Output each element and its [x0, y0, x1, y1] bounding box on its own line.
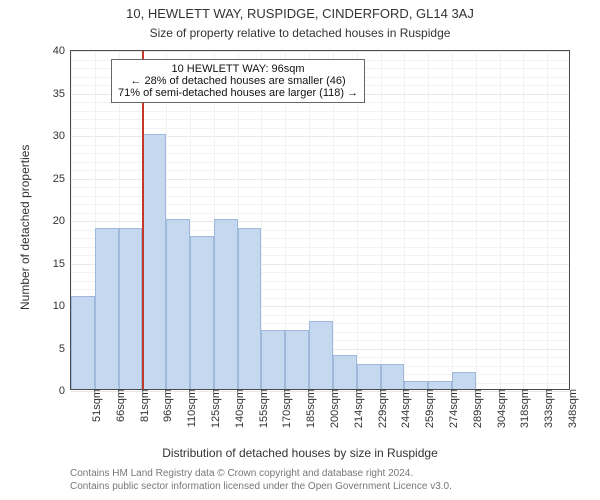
x-tick-label: 333sqm	[539, 389, 555, 428]
y-tick-label: 25	[53, 173, 71, 185]
bar	[285, 330, 309, 390]
chart-container: 10, HEWLETT WAY, RUSPIDGE, CINDERFORD, G…	[0, 0, 600, 500]
info-line-3: 71% of semi-detached houses are larger (…	[118, 87, 358, 99]
bar	[95, 228, 119, 390]
bar	[142, 134, 166, 389]
gridline-minor-v	[476, 51, 477, 389]
gridline-major-h	[71, 51, 569, 52]
bar	[238, 228, 262, 390]
x-tick-label: 318sqm	[515, 389, 531, 428]
x-tick-label: 244sqm	[396, 389, 412, 428]
x-tick-label: 348sqm	[563, 389, 579, 428]
bar	[190, 236, 214, 389]
footer-line-2: Contains public sector information licen…	[70, 481, 452, 494]
bar	[71, 296, 95, 390]
gridline-minor-v	[428, 51, 429, 389]
footer-line-1: Contains HM Land Registry data © Crown c…	[70, 468, 452, 481]
x-tick-label: 200sqm	[325, 389, 341, 428]
x-tick-label: 170sqm	[277, 389, 293, 428]
bar	[428, 381, 452, 390]
x-tick-label: 289sqm	[468, 389, 484, 428]
gridline-minor-v	[523, 51, 524, 389]
bar	[261, 330, 285, 390]
gridline-minor-h	[71, 119, 569, 120]
bar	[333, 355, 357, 389]
gridline-minor-h	[71, 111, 569, 112]
x-tick-label: 185sqm	[301, 389, 317, 428]
y-axis-label: Number of detached properties	[18, 145, 32, 310]
info-box: 10 HEWLETT WAY: 96sqm ← 28% of detached …	[111, 59, 365, 103]
x-tick-label: 66sqm	[111, 389, 127, 422]
gridline-minor-v	[452, 51, 453, 389]
bar	[166, 219, 190, 389]
y-tick-label: 20	[53, 215, 71, 227]
bar	[452, 372, 476, 389]
gridline-minor-v	[381, 51, 382, 389]
bar	[309, 321, 333, 389]
info-line-2: ← 28% of detached houses are smaller (46…	[118, 75, 358, 87]
gridline-minor-v	[547, 51, 548, 389]
x-axis-label: Distribution of detached houses by size …	[0, 446, 600, 460]
x-tick-label: 125sqm	[206, 389, 222, 428]
y-tick-label: 40	[53, 45, 71, 57]
footer-attribution: Contains HM Land Registry data © Crown c…	[70, 468, 452, 493]
x-tick-label: 155sqm	[254, 389, 270, 428]
y-tick-label: 30	[53, 130, 71, 142]
gridline-minor-h	[71, 128, 569, 129]
x-tick-label: 140sqm	[230, 389, 246, 428]
bar	[214, 219, 238, 389]
bar	[119, 228, 143, 390]
y-tick-label: 35	[53, 88, 71, 100]
bar	[357, 364, 381, 390]
plot-area: 051015202530354051sqm66sqm81sqm96sqm110s…	[70, 50, 570, 390]
gridline-minor-v	[404, 51, 405, 389]
x-tick-label: 81sqm	[135, 389, 151, 422]
chart-title: 10, HEWLETT WAY, RUSPIDGE, CINDERFORD, G…	[0, 6, 600, 21]
x-tick-label: 304sqm	[492, 389, 508, 428]
y-tick-label: 0	[59, 385, 71, 397]
x-tick-label: 110sqm	[182, 389, 198, 427]
x-tick-label: 214sqm	[349, 389, 365, 428]
x-tick-label: 274sqm	[444, 389, 460, 428]
x-tick-label: 259sqm	[420, 389, 436, 428]
y-tick-label: 10	[53, 300, 71, 312]
y-tick-label: 5	[59, 343, 71, 355]
x-tick-label: 229sqm	[373, 389, 389, 428]
x-tick-label: 96sqm	[158, 389, 174, 422]
gridline-minor-v	[500, 51, 501, 389]
chart-subtitle: Size of property relative to detached ho…	[0, 26, 600, 40]
bar	[404, 381, 428, 390]
y-tick-label: 15	[53, 258, 71, 270]
x-tick-label: 51sqm	[87, 389, 103, 422]
info-line-1: 10 HEWLETT WAY: 96sqm	[118, 63, 358, 75]
bar	[381, 364, 405, 390]
